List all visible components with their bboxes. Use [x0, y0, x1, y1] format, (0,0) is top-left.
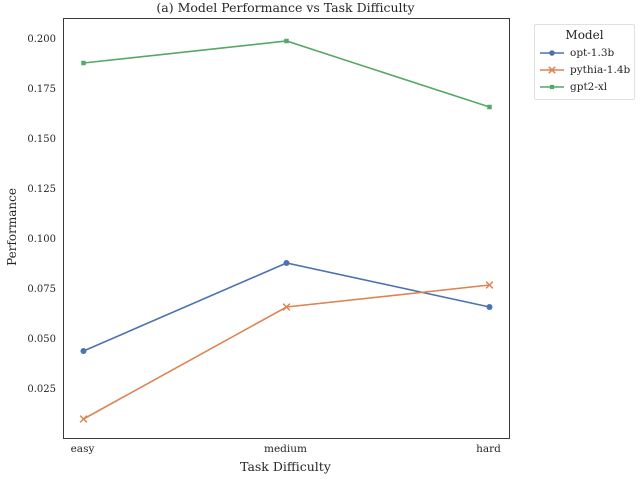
series-line-pythia-1.4b — [83, 284, 490, 420]
series-line-gpt2-xl — [83, 40, 490, 108]
x-tick-label: easy — [70, 443, 95, 455]
legend-entry-label: pythia-1.4b — [570, 63, 631, 76]
y-tick-label: 0.200 — [27, 34, 56, 45]
legend-entry: gpt2-xl — [539, 78, 630, 95]
legend-entry-label: gpt2-xl — [570, 80, 608, 93]
y-tick-label: 0.100 — [27, 234, 56, 245]
chart-title: (a) Model Performance vs Task Difficulty — [156, 0, 415, 15]
x-tick-label: medium — [264, 443, 307, 455]
marker-circle — [283, 260, 290, 266]
marker-x — [282, 303, 291, 311]
legend-swatch — [540, 49, 564, 56]
x-tick-label: hard — [476, 443, 501, 455]
line-chart — [79, 38, 494, 423]
y-tick-label: 0.175 — [27, 84, 56, 95]
legend-swatch — [540, 65, 564, 74]
marker-circle — [80, 348, 87, 354]
plot-area — [63, 18, 510, 439]
marker-square — [487, 104, 492, 110]
y-tick-label: 0.075 — [27, 284, 56, 295]
legend: Model opt-1.3b pythia-1.4b gpt2-xl — [534, 24, 635, 100]
legend-swatch — [540, 84, 564, 89]
marker-x — [485, 281, 494, 289]
legend-entries: opt-1.3b pythia-1.4b gpt2-xl — [539, 44, 630, 95]
legend-entry: pythia-1.4b — [539, 61, 630, 78]
marker-square — [284, 38, 289, 44]
marker-x — [548, 65, 556, 74]
y-tick-label: 0.125 — [27, 184, 56, 195]
legend-entry-label: opt-1.3b — [570, 46, 615, 59]
legend-title: Model — [565, 28, 604, 42]
y-tick-label: 0.025 — [27, 384, 56, 395]
marker-circle — [486, 304, 493, 310]
marker-x — [79, 415, 88, 423]
legend-entry: opt-1.3b — [539, 44, 630, 61]
marker-square — [549, 84, 555, 89]
y-tick-label: 0.050 — [27, 334, 56, 345]
y-axis-label: Performance — [5, 188, 19, 266]
marker-square — [81, 60, 86, 66]
x-axis-label: Task Difficulty — [240, 459, 331, 474]
y-tick-label: 0.150 — [27, 134, 56, 145]
marker-circle — [549, 49, 555, 56]
